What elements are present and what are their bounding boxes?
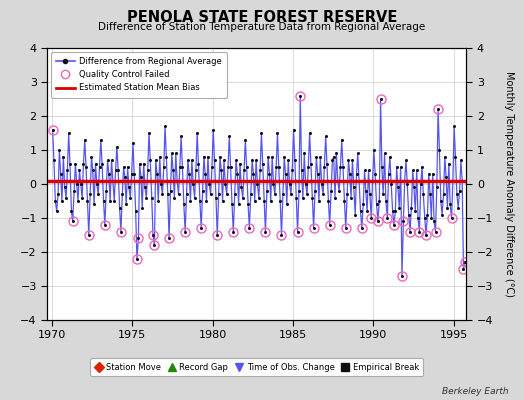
Y-axis label: Monthly Temperature Anomaly Difference (°C): Monthly Temperature Anomaly Difference (… (505, 71, 515, 297)
Legend: Station Move, Record Gap, Time of Obs. Change, Empirical Break: Station Move, Record Gap, Time of Obs. C… (90, 358, 423, 376)
Text: Difference of Station Temperature Data from Regional Average: Difference of Station Temperature Data f… (99, 22, 425, 32)
Text: PENOLA STATE FOREST RESERVE: PENOLA STATE FOREST RESERVE (127, 10, 397, 25)
Text: Berkeley Earth: Berkeley Earth (442, 387, 508, 396)
